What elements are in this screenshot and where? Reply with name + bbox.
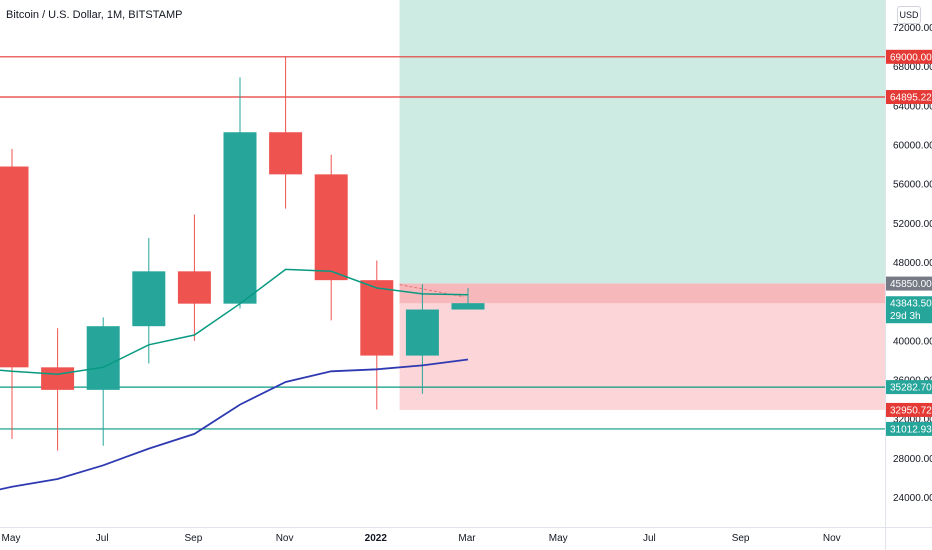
candle-body xyxy=(314,174,348,281)
y-tick-label: 72000.00 xyxy=(893,23,932,34)
x-tick-label: May xyxy=(549,533,568,544)
y-tick-label: 32000.00 xyxy=(893,415,932,426)
candle-body xyxy=(223,132,257,304)
x-tick-label: Jul xyxy=(96,533,109,544)
candle-body xyxy=(451,303,485,310)
horizontal-levels xyxy=(0,56,885,430)
y-tick-label: 24000.00 xyxy=(893,493,932,504)
y-tick-label: 40000.00 xyxy=(893,336,932,347)
candle-body xyxy=(86,326,120,390)
position-zones xyxy=(399,0,885,410)
x-tick-label: May xyxy=(2,533,21,544)
y-tick-label: 68000.00 xyxy=(893,62,932,73)
tag-stop-bg xyxy=(886,402,932,417)
tag-31012: 31012.93 xyxy=(890,424,932,435)
tag-entry-bg xyxy=(886,276,932,291)
x-tick-label: 2022 xyxy=(365,533,388,544)
x-tick-label: Nov xyxy=(823,533,841,544)
x-tick-label: Jul xyxy=(643,533,656,544)
tag-69000: 69000.00 xyxy=(890,52,932,63)
y-tick-label: 48000.00 xyxy=(893,258,932,269)
candle-body xyxy=(360,280,394,356)
entry-dashed-line xyxy=(399,284,465,298)
tag-64895-bg xyxy=(886,90,932,105)
tag-69000-bg xyxy=(886,49,932,64)
y-tick-label: 28000.00 xyxy=(893,454,932,465)
tag-entry: 45850.00 xyxy=(890,279,932,290)
current-price-tag: 43843.50 xyxy=(890,299,932,310)
candle-body xyxy=(405,309,439,356)
x-tick-label: Sep xyxy=(732,533,750,544)
current-price-tag-bg xyxy=(886,296,932,324)
target-zone xyxy=(399,0,885,284)
tag-stop: 32950.72 xyxy=(890,405,932,416)
candle-body xyxy=(0,166,29,368)
x-tick-label: Nov xyxy=(276,533,294,544)
tag-35282-bg xyxy=(886,380,932,395)
ma-fast-line xyxy=(0,268,469,375)
tag-64895: 64895.22 xyxy=(890,93,932,104)
moving-averages xyxy=(0,268,469,491)
candle-body xyxy=(177,271,211,304)
candle-body xyxy=(41,367,75,390)
countdown-tag: 29d 3h xyxy=(890,311,921,322)
tag-35282: 35282.70 xyxy=(890,383,932,394)
y-tick-label: 52000.00 xyxy=(893,219,932,230)
x-tick-label: Mar xyxy=(458,533,476,544)
tag-31012-bg xyxy=(886,421,932,436)
candle-body xyxy=(132,271,166,327)
x-tick-label: Sep xyxy=(185,533,203,544)
price-axis-bg xyxy=(885,0,932,550)
candle-body xyxy=(269,132,303,175)
y-tick-label: 56000.00 xyxy=(893,180,932,191)
candles xyxy=(0,56,485,451)
stop-band xyxy=(399,283,885,304)
currency-button[interactable]: USD xyxy=(897,6,921,24)
ma-slow-line xyxy=(0,358,469,491)
y-tick-label: 60000.00 xyxy=(893,140,932,151)
symbol-title: Bitcoin / U.S. Dollar, 1M, BITSTAMP xyxy=(6,9,183,21)
y-tick-label: 64000.00 xyxy=(893,101,932,112)
